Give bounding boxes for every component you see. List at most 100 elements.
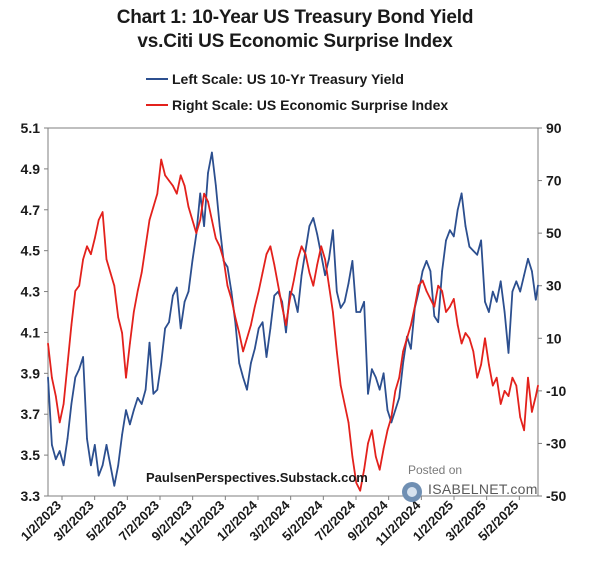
data-point-surprise-index: [355, 482, 358, 484]
data-point-treasury-yield: [507, 352, 510, 354]
series-line-treasury-yield: [47, 151, 539, 487]
data-point-surprise-index: [160, 158, 162, 161]
data-point-surprise-index: [390, 416, 393, 418]
data-point-treasury-yield: [312, 217, 315, 219]
data-point-surprise-index: [367, 442, 369, 445]
data-point-treasury-yield: [484, 301, 486, 303]
data-point-treasury-yield: [429, 270, 432, 272]
data-point-surprise-index: [250, 324, 252, 326]
data-point-treasury-yield: [332, 229, 334, 231]
data-point-treasury-yield: [136, 397, 139, 399]
data-point-surprise-index: [179, 174, 182, 177]
data-point-surprise-index: [324, 258, 326, 261]
left-axis-tick-label: 5.1: [21, 120, 41, 136]
data-point-surprise-index: [70, 324, 73, 326]
data-point-treasury-yield: [55, 458, 57, 461]
data-point-surprise-index: [269, 245, 272, 248]
data-point-surprise-index: [203, 192, 205, 195]
data-point-surprise-index: [429, 298, 432, 300]
data-point-treasury-yield: [519, 290, 521, 293]
data-point-surprise-index: [234, 316, 237, 319]
left-axis-tick-label: 4.3: [21, 284, 41, 300]
data-point-surprise-index: [433, 305, 436, 308]
data-point-treasury-yield: [308, 225, 311, 227]
data-point-surprise-index: [261, 271, 264, 274]
data-point-treasury-yield: [421, 270, 424, 272]
data-point-surprise-index: [226, 284, 229, 287]
data-point-surprise-index: [187, 206, 190, 208]
data-point-treasury-yield: [176, 286, 178, 289]
data-point-treasury-yield: [304, 249, 307, 252]
chart-title-line-2: vs.Citi US Economic Surprise Index: [137, 31, 453, 52]
data-point-surprise-index: [351, 455, 354, 458]
data-point-treasury-yield: [215, 184, 217, 186]
data-point-treasury-yield: [449, 229, 451, 231]
data-point-treasury-yield: [523, 274, 525, 277]
data-point-treasury-yield: [51, 444, 53, 446]
badge-posted-label: Posted on: [408, 463, 463, 477]
data-point-surprise-index: [308, 271, 311, 274]
data-point-treasury-yield: [367, 393, 369, 395]
data-point-treasury-yield: [156, 388, 159, 391]
data-point-treasury-yield: [94, 444, 96, 446]
data-point-treasury-yield: [211, 151, 213, 154]
data-point-treasury-yield: [437, 321, 440, 324]
data-point-surprise-index: [285, 324, 287, 326]
data-point-treasury-yield: [246, 388, 248, 391]
data-point-surprise-index: [230, 298, 233, 300]
data-point-surprise-index: [375, 455, 377, 458]
data-point-treasury-yield: [97, 474, 100, 477]
right-axis-tick-label: 30: [546, 278, 562, 294]
legend-label-treasury-yield: Left Scale: US 10-Yr Treasury Yield: [172, 71, 404, 87]
data-point-treasury-yield: [378, 388, 381, 391]
right-axis-tick-label: -30: [546, 435, 566, 451]
data-point-surprise-index: [453, 298, 455, 300]
data-point-treasury-yield: [336, 290, 338, 293]
data-point-surprise-index: [417, 284, 420, 287]
watermark-paulsen: PaulsenPerspectives.Substack.com: [146, 470, 368, 485]
data-point-treasury-yield: [90, 464, 92, 467]
data-point-surprise-index: [320, 245, 323, 248]
data-point-treasury-yield: [375, 376, 377, 379]
data-point-treasury-yield: [160, 362, 162, 364]
data-point-treasury-yield: [121, 433, 123, 436]
data-point-surprise-index: [156, 192, 159, 195]
data-point-surprise-index: [199, 219, 201, 221]
data-point-treasury-yield: [113, 485, 116, 487]
data-point-surprise-index: [328, 284, 330, 287]
data-point-treasury-yield: [238, 362, 240, 364]
data-point-treasury-yield: [269, 327, 272, 330]
data-point-treasury-yield: [410, 348, 412, 350]
data-point-surprise-index: [382, 447, 385, 450]
data-point-treasury-yield: [480, 239, 482, 242]
data-point-treasury-yield: [355, 311, 358, 313]
chart-title-line-1: Chart 1: 10-Year US Treasury Bond Yield: [116, 7, 474, 28]
left-axis-tick-label: 3.9: [21, 365, 41, 381]
data-point-surprise-index: [515, 384, 518, 387]
data-point-surprise-index: [58, 421, 61, 424]
data-point-treasury-yield: [74, 376, 77, 379]
data-point-treasury-yield: [254, 348, 256, 350]
data-point-treasury-yield: [472, 249, 475, 252]
data-point-treasury-yield: [273, 294, 276, 297]
right-axis-tick-label: -50: [546, 488, 566, 504]
data-point-treasury-yield: [187, 290, 190, 293]
data-point-treasury-yield: [47, 376, 49, 379]
data-point-surprise-index: [386, 429, 389, 432]
data-point-surprise-index: [277, 284, 280, 287]
data-point-treasury-yield: [285, 331, 287, 334]
data-point-treasury-yield: [191, 260, 194, 262]
data-point-surprise-index: [488, 363, 490, 366]
data-point-surprise-index: [113, 284, 116, 287]
data-point-surprise-index: [425, 290, 428, 292]
data-point-treasury-yield: [386, 409, 389, 411]
data-point-surprise-index: [191, 219, 194, 221]
legend-item-treasury-yield: Left Scale: US 10-Yr Treasury Yield: [146, 66, 448, 92]
data-point-surprise-index: [511, 376, 514, 379]
left-axis-tick-label: 4.7: [21, 202, 41, 218]
legend-swatch-treasury-yield: [146, 78, 168, 80]
data-point-treasury-yield: [363, 301, 365, 303]
data-point-surprise-index: [97, 219, 100, 221]
data-point-treasury-yield: [168, 321, 170, 324]
data-point-surprise-index: [140, 271, 143, 274]
